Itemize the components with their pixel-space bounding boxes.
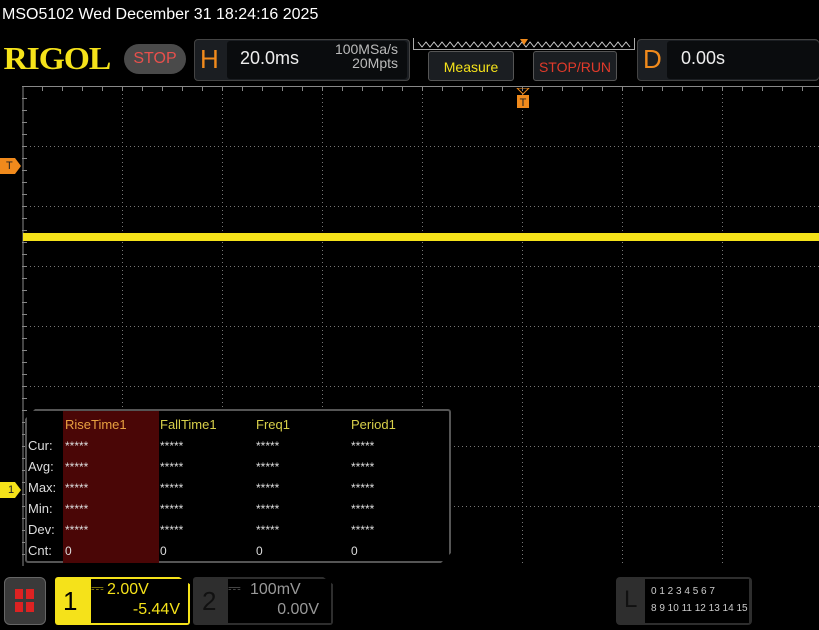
measure-button[interactable]: Measure <box>428 51 514 81</box>
waveform-overview-bar <box>413 38 635 50</box>
menu-button[interactable] <box>4 577 46 625</box>
memory-depth: 20Mpts <box>352 55 398 71</box>
logic-readout <box>645 579 749 623</box>
measurement-value: ***** <box>351 439 375 453</box>
measurement-value: ***** <box>256 481 280 495</box>
measurement-column-header[interactable]: Period1 <box>351 417 396 432</box>
rigol-logo: RIGOL <box>3 40 111 76</box>
dc-coupling-icon: ⎓ <box>91 580 104 597</box>
measurement-table: RiseTime1 FallTime1 Freq1 Period1 Cur: ***** *… <box>25 409 451 563</box>
acquisition-info: 100MSa/s 20Mpts <box>300 42 398 70</box>
measurement-row-label: Cnt: <box>28 543 52 558</box>
measurement-value: 0 <box>65 544 72 558</box>
horizontal-label: H <box>200 44 219 74</box>
measurement-value: 0 <box>256 544 263 558</box>
delay-box <box>667 41 819 79</box>
measurement-value: ***** <box>256 460 280 474</box>
horizontal-box <box>227 41 407 79</box>
measurement-value: ***** <box>351 523 375 537</box>
channel1-readout: ⎓ 2.00V -5.44V <box>91 579 188 623</box>
measurement-row-label: Avg: <box>28 459 54 474</box>
measurement-value: ***** <box>351 460 375 474</box>
measurement-column-header[interactable]: RiseTime1 <box>65 417 127 432</box>
channel1-trace <box>23 233 819 241</box>
measurement-value: ***** <box>65 502 89 516</box>
selected-column-highlight <box>63 411 159 563</box>
delay-value: 0.00s <box>681 48 726 68</box>
channel2-offset: 0.00V <box>277 601 319 618</box>
measurement-row-label: Dev: <box>28 522 55 537</box>
measurement-value: ***** <box>65 460 89 474</box>
measurement-value: ***** <box>351 481 375 495</box>
svg-text:T: T <box>520 97 527 109</box>
measurement-value: ***** <box>160 481 184 495</box>
measurement-column-header[interactable]: FallTime1 <box>160 417 217 432</box>
logic-channels-row2: 8 9 10 11 12 13 14 15 <box>651 603 748 614</box>
measurement-row-label: Cur: <box>28 438 53 453</box>
measurement-value: 0 <box>160 544 167 558</box>
measurement-value: 0 <box>351 544 358 558</box>
trigger-level-marker[interactable]: T <box>0 158 21 174</box>
sample-rate: 100MSa/s <box>334 41 398 57</box>
measurement-value: ***** <box>65 439 89 453</box>
logic-channels-row1: 0 1 2 3 4 5 6 7 <box>651 586 715 597</box>
logic-label: L <box>624 586 638 613</box>
channel1-offset-marker[interactable]: 1 <box>0 482 21 498</box>
measurement-value: ***** <box>65 523 89 537</box>
measurement-row-label: Min: <box>28 501 53 516</box>
device-title: MSO5102 Wed December 31 18:24:16 2025 <box>2 6 319 23</box>
measurement-value: ***** <box>256 502 280 516</box>
measurement-value: ***** <box>160 502 184 516</box>
channel2-number: 2 <box>202 586 217 616</box>
measurement-value: ***** <box>351 502 375 516</box>
measurement-value: ***** <box>160 523 184 537</box>
trigger-position-icon[interactable]: T <box>516 88 530 110</box>
measurement-value: ***** <box>65 481 89 495</box>
channel1-number: 1 <box>63 586 78 616</box>
run-state-badge[interactable]: STOP <box>124 44 186 74</box>
delay-label: D <box>643 44 662 74</box>
timebase-value: 20.0ms <box>240 48 300 68</box>
measurement-value: ***** <box>160 439 184 453</box>
measurement-row-label: Max: <box>28 480 57 495</box>
waveform-overview-icon <box>417 39 631 48</box>
channel2-readout: ⎓ 100mV 0.00V <box>228 579 331 623</box>
grid-menu-icon <box>15 589 34 612</box>
channel1-offset: -5.44V <box>132 601 180 618</box>
measurement-value: ***** <box>256 439 280 453</box>
stop-run-button[interactable]: STOP/RUN <box>533 51 617 81</box>
measurement-column-header[interactable]: Freq1 <box>256 417 290 432</box>
dc-coupling-icon: ⎓ <box>228 580 241 597</box>
measurement-value: ***** <box>160 460 184 474</box>
channel2-scale: 100mV <box>250 581 301 598</box>
measurement-value: ***** <box>256 523 280 537</box>
channel1-scale: 2.00V <box>107 581 149 598</box>
